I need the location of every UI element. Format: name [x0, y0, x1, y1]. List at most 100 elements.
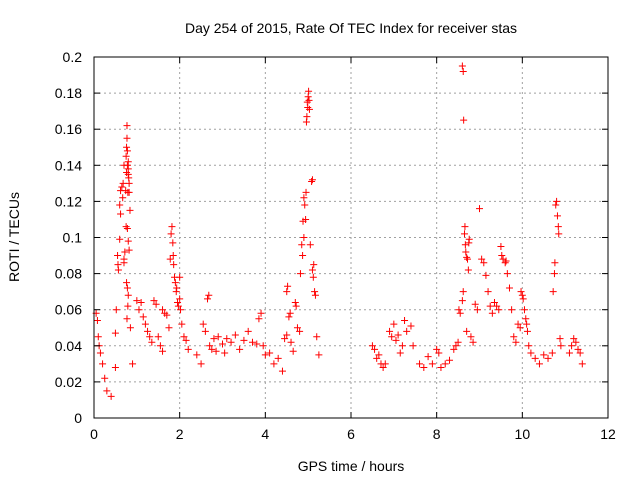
data-point — [159, 306, 167, 314]
data-point — [403, 327, 411, 335]
data-point — [117, 210, 125, 218]
data-point — [182, 336, 190, 344]
data-point — [471, 300, 479, 308]
data-point — [368, 342, 376, 350]
data-point — [454, 338, 462, 346]
data-point — [401, 317, 409, 325]
data-point — [309, 273, 317, 281]
data-point — [174, 298, 182, 306]
data-point — [133, 297, 141, 305]
data-point — [480, 259, 488, 267]
data-point — [308, 266, 316, 274]
data-point — [388, 333, 396, 341]
data-point — [435, 349, 443, 357]
data-point — [461, 223, 469, 231]
data-point — [556, 335, 564, 343]
data-point — [111, 329, 119, 337]
data-point — [486, 302, 494, 310]
data-point — [298, 241, 306, 249]
data-point — [565, 349, 573, 357]
data-point — [287, 338, 295, 346]
data-point — [124, 158, 132, 166]
axis-ticks: 0 2 4 6 8 10 12 0 0.02 0.04 0.06 0.08 0.1 0.12 0.14 0.1… — [55, 49, 616, 442]
data-point — [463, 253, 471, 261]
data-point — [299, 252, 307, 260]
data-point — [398, 342, 406, 350]
data-point — [248, 338, 256, 346]
data-point — [578, 360, 586, 368]
data-point — [199, 320, 207, 328]
x-tick-label: 4 — [261, 426, 269, 442]
data-point — [285, 313, 293, 321]
data-point — [165, 324, 173, 332]
data-point — [303, 113, 311, 121]
data-point — [525, 342, 533, 350]
data-point — [371, 345, 379, 353]
data-point — [306, 241, 314, 249]
x-axis-label: GPS time / hours — [298, 458, 405, 474]
data-point — [557, 342, 565, 350]
data-point — [168, 223, 176, 231]
data-point — [476, 205, 483, 213]
data-point — [206, 342, 214, 350]
data-point — [171, 279, 179, 287]
data-point — [146, 333, 154, 341]
data-point — [244, 327, 252, 335]
data-point — [550, 270, 558, 278]
y-tick-label: 0.08 — [55, 266, 82, 282]
data-point — [223, 335, 231, 343]
data-point — [311, 291, 319, 299]
data-point — [519, 295, 527, 303]
y-tick-label: 0.16 — [55, 121, 82, 137]
x-tick-label: 12 — [600, 426, 616, 442]
data-point — [467, 333, 475, 341]
data-point — [174, 302, 182, 310]
data-point — [274, 354, 282, 362]
data-point — [292, 302, 300, 310]
data-point — [126, 324, 134, 332]
data-point — [488, 309, 496, 317]
data-point — [123, 284, 131, 292]
data-point — [116, 201, 124, 209]
data-point — [141, 320, 149, 328]
data-point — [124, 237, 132, 245]
data-point — [568, 342, 576, 350]
data-point — [544, 354, 552, 362]
data-point — [490, 298, 498, 306]
data-point — [514, 320, 522, 328]
data-point — [291, 298, 299, 306]
x-tick-label: 2 — [176, 426, 184, 442]
data-point — [266, 349, 274, 357]
data-point — [416, 360, 424, 368]
data-point — [123, 134, 131, 142]
data-point — [122, 223, 130, 231]
data-point — [293, 324, 301, 332]
data-point — [381, 360, 389, 368]
data-point — [517, 288, 525, 296]
data-point — [124, 291, 132, 299]
data-point — [148, 338, 156, 346]
data-point — [554, 223, 562, 231]
data-point — [123, 161, 131, 169]
data-point — [169, 239, 177, 247]
data-point — [311, 288, 319, 296]
data-point — [420, 363, 428, 371]
data-point — [278, 367, 286, 375]
data-point — [313, 333, 321, 341]
y-tick-label: 0.18 — [55, 85, 82, 101]
data-point — [122, 152, 130, 160]
data-point — [461, 230, 469, 238]
data-point — [283, 288, 291, 296]
y-tick-label: 0.04 — [55, 338, 82, 354]
x-tick-label: 8 — [433, 426, 441, 442]
y-tick-label: 0.2 — [63, 49, 83, 65]
data-point — [123, 147, 131, 155]
data-point — [210, 335, 218, 343]
data-point — [452, 342, 460, 350]
data-point — [126, 206, 134, 214]
data-point — [93, 317, 101, 325]
data-point — [124, 302, 132, 310]
data-point — [461, 241, 469, 249]
data-point — [152, 300, 160, 308]
data-point — [99, 360, 107, 368]
